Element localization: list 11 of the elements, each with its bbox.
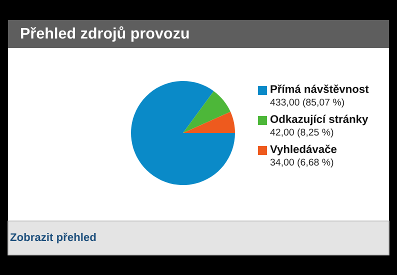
pie-slice — [183, 112, 235, 133]
text: Zobrazit přehled — [10, 232, 96, 244]
pie-slice — [183, 91, 230, 133]
pie-slice — [131, 81, 235, 185]
legend-label: Přímá návštěvnost — [270, 84, 369, 93]
data-label: 42,00 (8,25 %) — [270, 128, 334, 138]
data-label: 433,00 (85,07 %) — [270, 98, 344, 108]
legend-label: Odkazující stránky — [270, 114, 368, 126]
data-label: 34,00 (6,68 %) — [270, 158, 334, 168]
legend-label: Vyhledávače — [270, 144, 337, 156]
chart-title: Přehled zdrojů provozu — [21, 26, 189, 42]
